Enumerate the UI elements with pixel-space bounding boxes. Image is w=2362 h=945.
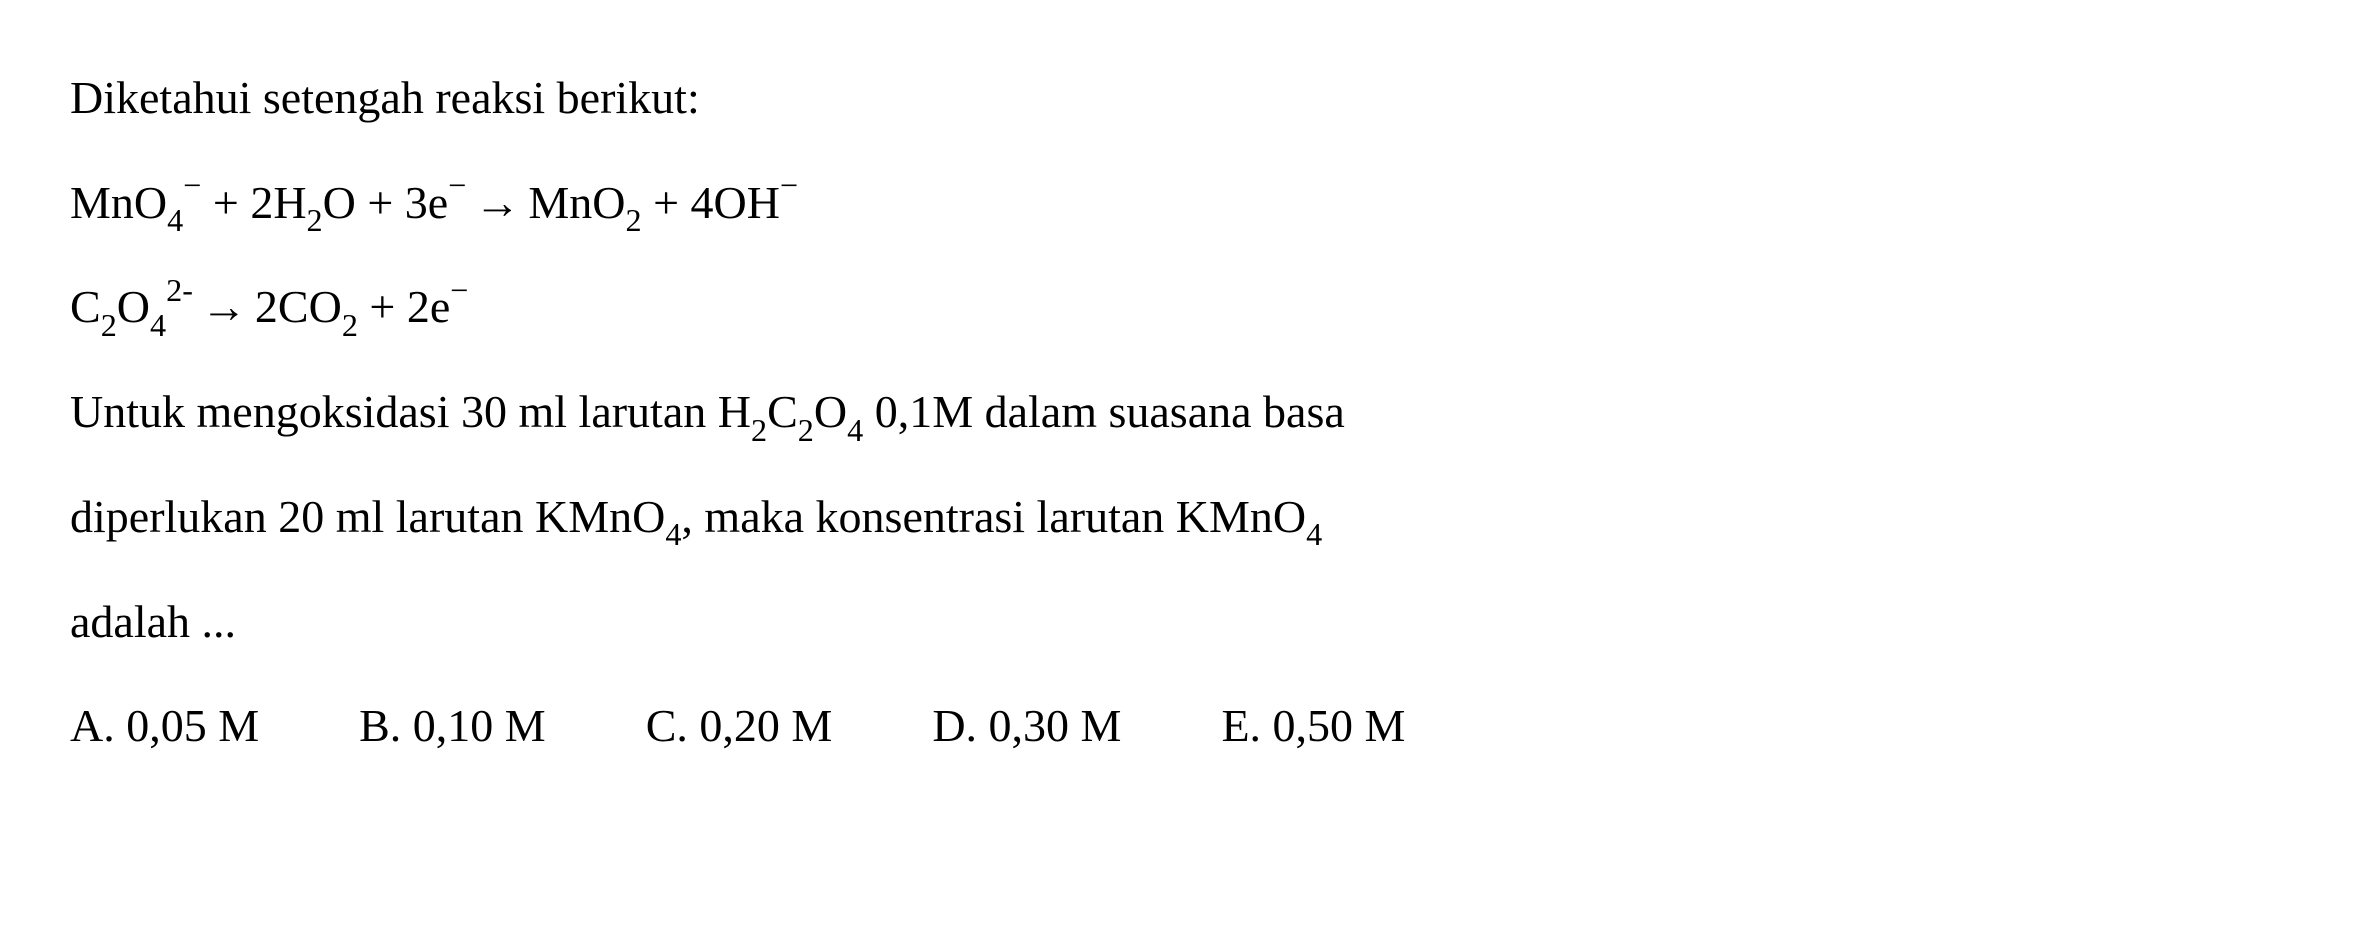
body1-sub1: 2 [751, 412, 767, 448]
eq2-o: O [117, 281, 150, 332]
eq1-sup1: − [183, 167, 201, 203]
eq1-sub1: 4 [167, 202, 183, 238]
equation-1: MnO4− + 2H2O + 3e− → MnO2 + 4OH− [70, 155, 2292, 252]
body-line-2: diperlukan 20 ml larutan KMnO4, maka kon… [70, 469, 2292, 566]
eq2-e-sup: − [450, 272, 468, 308]
eq2-c-sub: 2 [101, 307, 117, 343]
eq1-plus1: + 2H [201, 177, 306, 228]
eq1-o: O + 3e [323, 177, 449, 228]
body1-sub2: 2 [798, 412, 814, 448]
eq2-product: 2CO [255, 281, 342, 332]
body-line-1: Untuk mengoksidasi 30 ml larutan H2C2O4 … [70, 364, 2292, 461]
body-line-3: adalah ... [70, 574, 2292, 671]
eq2-o-sub: 4 [150, 307, 166, 343]
option-b: B. 0,10 M [359, 678, 546, 775]
body1-text: Untuk mengoksidasi 30 ml larutan H [70, 386, 751, 437]
body1-sub3: 4 [847, 412, 863, 448]
option-a: A. 0,05 M [70, 678, 259, 775]
equation-2: C2O42- → 2CO2 + 2e− [70, 259, 2292, 356]
eq1-product: MnO [528, 177, 625, 228]
eq2-c: C [70, 281, 101, 332]
eq1-r1-sub: 2 [626, 202, 642, 238]
eq1-arrow: → [474, 155, 520, 252]
eq2-arrow: → [201, 259, 247, 356]
body2-mid: , maka konsentrasi larutan KMnO [681, 491, 1306, 542]
body2-sub2: 4 [1306, 516, 1322, 552]
body2-text: diperlukan 20 ml larutan KMnO [70, 491, 665, 542]
question-content: Diketahui setengah reaksi berikut: MnO4−… [0, 0, 2362, 825]
option-c: C. 0,20 M [646, 678, 833, 775]
eq1-e-sup: − [448, 167, 466, 203]
body2-sub: 4 [665, 516, 681, 552]
eq1-oh-sup: − [780, 167, 798, 203]
body1-o: O [814, 386, 847, 437]
answer-options: A. 0,05 M B. 0,10 M C. 0,20 M D. 0,30 M … [70, 678, 2292, 775]
eq2-plus: + 2e [358, 281, 450, 332]
option-e: E. 0,50 M [1221, 678, 1405, 775]
body1-rest: 0,1M dalam suasana basa [863, 386, 1345, 437]
option-d: D. 0,30 M [932, 678, 1121, 775]
eq2-co-sub: 2 [342, 307, 358, 343]
eq1-reactant: MnO [70, 177, 167, 228]
eq1-h2o-sub: 2 [307, 202, 323, 238]
eq2-charge: 2- [166, 272, 193, 308]
eq1-plus2: + 4OH [642, 177, 780, 228]
body1-c: C [767, 386, 798, 437]
intro-text: Diketahui setengah reaksi berikut: [70, 50, 2292, 147]
